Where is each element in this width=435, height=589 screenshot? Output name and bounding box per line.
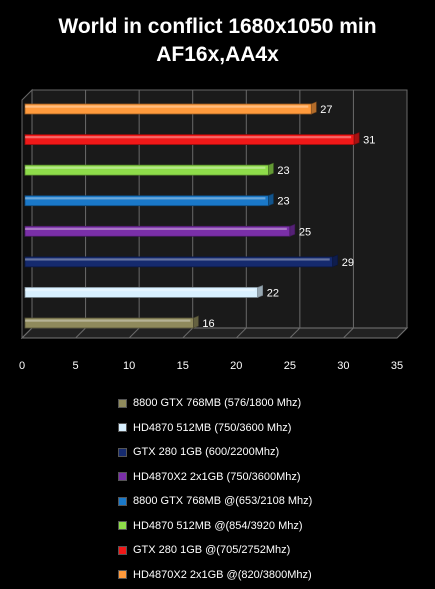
x-tick-label: 20 <box>230 360 242 372</box>
legend-item: HD4870 512MB (750/3600 Mhz) <box>118 416 312 441</box>
floor-gridline-7 <box>396 327 408 339</box>
legend-label: HD4870X2 2x1GB (750/3600Mhz) <box>133 470 301 483</box>
data-label-4: 25 <box>299 226 311 238</box>
bar-highlight-2 <box>25 288 255 292</box>
x-tick-label: 30 <box>337 360 349 372</box>
floor-gridline-6 <box>343 327 354 339</box>
bar-end-cap-7 <box>353 132 360 146</box>
chart-legend: 8800 GTX 768MB (576/1800 Mhz) HD4870 512M… <box>118 391 312 587</box>
legend-swatch <box>118 570 127 580</box>
chart-title-line-2: AF16x,AA4x <box>156 43 279 66</box>
bar-end-cap-6 <box>268 162 274 176</box>
bar-highlight-7 <box>25 136 352 139</box>
floor-gridline-0 <box>21 327 33 339</box>
bar-end-cap-2 <box>257 284 264 298</box>
legend-swatch <box>118 447 127 457</box>
x-tick-label: 15 <box>177 360 189 372</box>
floor-gridline-1 <box>75 327 86 339</box>
floor-gridline-5 <box>289 327 301 339</box>
bar-end-cap-1 <box>193 315 199 329</box>
legend-item: 8800 GTX 768MB @(653/2108 Mhz) <box>118 489 312 514</box>
bar-highlight-3 <box>25 258 330 261</box>
data-label-2: 22 <box>267 287 279 299</box>
data-label-3: 29 <box>342 257 354 269</box>
bar-end-cap-8 <box>310 101 317 115</box>
data-label-1: 16 <box>202 318 214 330</box>
legend-swatch <box>118 472 127 482</box>
legend-item: GTX 280 1GB @(705/2752Mhz) <box>118 538 312 563</box>
bar-end-cap-4 <box>289 223 296 237</box>
floor-gridline-3 <box>182 327 194 339</box>
x-tick-label: 35 <box>391 360 403 372</box>
legend-swatch <box>118 423 127 433</box>
legend-swatch <box>118 521 127 531</box>
data-label-8: 27 <box>320 104 332 116</box>
chart-title-line-1: World in conflict 1680x1050 min <box>58 15 377 38</box>
floor-gridline-2 <box>128 327 140 339</box>
legend-item: GTX 280 1GB (600/2200Mhz) <box>118 440 312 465</box>
data-label-7: 31 <box>363 135 375 147</box>
legend-swatch <box>118 496 127 506</box>
legend-item: 8800 GTX 768MB (576/1800 Mhz) <box>118 391 312 416</box>
bar-highlight-5 <box>25 197 266 200</box>
data-label-6: 23 <box>277 165 289 177</box>
bar-highlight-8 <box>25 105 309 108</box>
bar-highlight-1 <box>25 319 191 322</box>
x-tick-label: 25 <box>284 360 296 372</box>
legend-item: HD4870X2 2x1GB @(820/3800Mhz) <box>118 563 312 588</box>
plot-side-wall <box>21 88 33 340</box>
bar-highlight-4 <box>25 227 287 230</box>
data-label-5: 23 <box>277 196 289 208</box>
legend-label: 8800 GTX 768MB @(653/2108 Mhz) <box>133 495 313 508</box>
legend-label: 8800 GTX 768MB (576/1800 Mhz) <box>133 397 302 410</box>
bar-end-cap-5 <box>268 193 274 207</box>
x-tick-label: 10 <box>123 360 135 372</box>
legend-label: GTX 280 1GB @(705/2752Mhz) <box>133 544 291 557</box>
legend-label: HD4870X2 2x1GB @(820/3800Mhz) <box>133 568 312 581</box>
legend-label: HD4870 512MB @(854/3920 Mhz) <box>133 519 303 532</box>
legend-swatch <box>118 545 127 555</box>
legend-label: GTX 280 1GB (600/2200Mhz) <box>133 446 280 459</box>
x-tick-label: 0 <box>19 360 25 372</box>
floor-gridline-4 <box>235 327 247 339</box>
x-tick-label: 5 <box>73 360 79 372</box>
bar-highlight-6 <box>25 166 266 169</box>
legend-label: HD4870 512MB (750/3600 Mhz) <box>133 421 292 434</box>
bar-end-cap-3 <box>332 254 339 268</box>
legend-item: HD4870 512MB @(854/3920 Mhz) <box>118 514 312 539</box>
legend-item: HD4870X2 2x1GB (750/3600Mhz) <box>118 465 312 490</box>
legend-swatch <box>118 398 127 408</box>
